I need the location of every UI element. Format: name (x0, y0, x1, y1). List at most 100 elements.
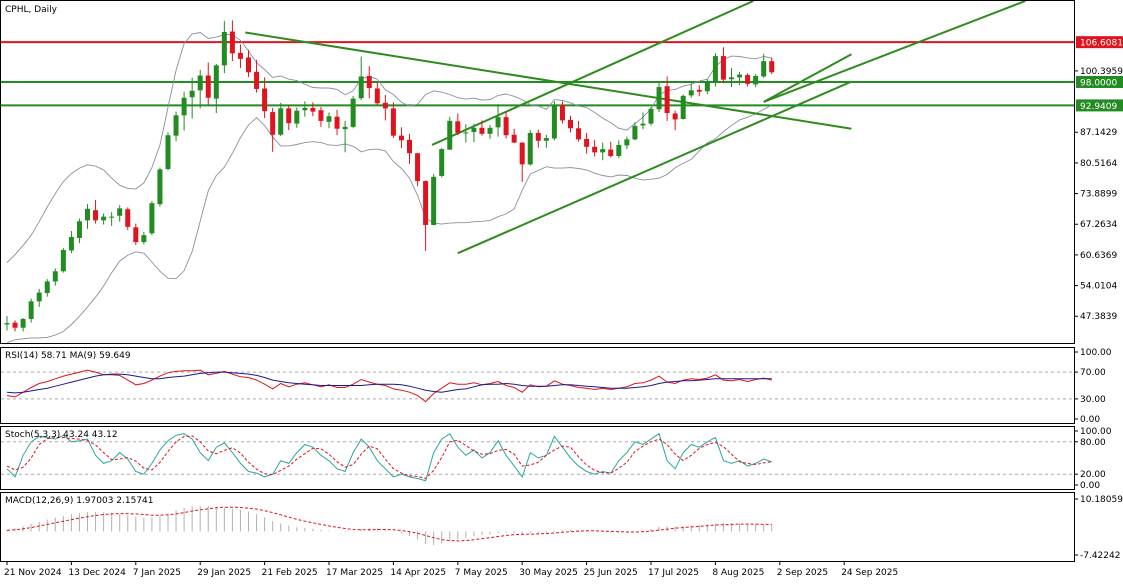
candle-body (28, 301, 34, 319)
candle-body (36, 292, 42, 302)
trendline (763, 53, 852, 103)
candle-body (318, 110, 324, 121)
candle-body (527, 132, 533, 165)
candle-body (769, 61, 775, 73)
candle-body (600, 149, 606, 153)
price-tick-label: 100.3959 (1080, 67, 1123, 77)
candle-body (431, 176, 437, 225)
macd-signal-line (6, 506, 772, 542)
candle-body (592, 146, 598, 153)
candle-body (632, 125, 638, 140)
candle-body (479, 127, 485, 134)
trendline (245, 31, 852, 130)
macd-tick-label: -7.42242 (1080, 551, 1120, 561)
candle-body (213, 65, 219, 99)
candle-body (535, 132, 541, 141)
macd-pane-frame (0, 492, 1075, 562)
time-tick-label: 17 Jul 2025 (648, 568, 699, 578)
candle-body (487, 127, 493, 134)
stoch-tick-label: 80.00 (1080, 438, 1106, 448)
rsi-indicator: 100.00 70.00 30.00 0.00 (1, 348, 1112, 425)
candle-body (720, 56, 726, 80)
trendline (457, 80, 852, 255)
candle-body (648, 108, 654, 124)
candle-body (286, 108, 292, 124)
candle-body (543, 137, 549, 141)
candle-body (398, 135, 404, 141)
time-tick-label: 7 May 2025 (455, 568, 508, 578)
macd-label: MACD(12,26,9) 1.97003 2.15741 (5, 496, 154, 506)
time-tick-label: 24 Sep 2025 (841, 568, 898, 578)
candle-body (278, 108, 284, 135)
stoch-tick-label: 20.00 (1080, 470, 1106, 480)
candle-body (495, 117, 501, 128)
price-tick-label: 87.1429 (1080, 128, 1117, 138)
candle-body (270, 112, 276, 135)
candle-body (688, 90, 694, 96)
time-tick-label: 7 Jan 2025 (133, 568, 181, 578)
candle-body (44, 281, 50, 294)
candle-body (624, 139, 630, 146)
candle-body (423, 181, 429, 225)
candle-body (85, 208, 90, 221)
candle-body (447, 120, 453, 150)
candle-body (52, 271, 58, 282)
candle-body (680, 95, 686, 120)
candle-body (157, 169, 163, 205)
time-axis: 21 Nov 2024 13 Dec 2024 7 Jan 2025 29 Jan 2… (4, 561, 898, 578)
time-tick-label: 2 Sep 2025 (777, 568, 828, 578)
level-badge-label: 106.6081 (1080, 39, 1123, 49)
price-tick-label: 67.2634 (1080, 220, 1117, 230)
candle-body (310, 107, 316, 112)
candle-body (117, 208, 123, 216)
stoch-tick-label: 100.00 (1080, 427, 1112, 437)
lower-band-line (6, 104, 773, 343)
candle-body (205, 75, 211, 98)
candle-body (608, 149, 614, 157)
rsi-ma-line (6, 371, 772, 394)
candle-body (503, 117, 509, 136)
candle-body (4, 323, 10, 325)
trendlines (245, 1, 1026, 255)
candle-body (704, 81, 710, 92)
candle-body (415, 153, 421, 182)
candle-body (696, 89, 702, 92)
time-tick-label: 8 Aug 2025 (712, 568, 764, 578)
level-badge (1076, 99, 1123, 112)
candle-body (471, 127, 477, 132)
candle-body (761, 61, 767, 77)
candle-body (656, 87, 662, 110)
level-badge-label: 92.9409 (1080, 102, 1117, 112)
candle-body (141, 235, 147, 243)
time-tick-label: 21 Nov 2024 (4, 568, 62, 578)
time-tick-label: 25 Jun 2025 (584, 568, 638, 578)
level-badge (1076, 36, 1123, 49)
rsi-label: RSI(14) 58.71 MA(9) 59.649 (5, 351, 131, 361)
candle-body (745, 75, 751, 84)
candle-body (76, 221, 82, 238)
candle-body (109, 216, 115, 218)
candle-body (12, 322, 18, 328)
trendline (763, 1, 1026, 103)
candle-body (101, 216, 107, 221)
candle-body (221, 32, 227, 66)
candle-body (366, 75, 372, 89)
candle-body (149, 203, 155, 234)
rsi-pane-frame (0, 347, 1075, 424)
candle-body (455, 121, 461, 133)
candle-body (616, 144, 622, 157)
level-badge (1076, 75, 1123, 88)
bollinger-bands (6, 32, 773, 343)
time-tick-label: 21 Feb 2025 (262, 568, 318, 578)
candle-body (20, 318, 26, 328)
candle-body (165, 135, 171, 169)
time-tick-label: 13 Dec 2024 (68, 568, 126, 578)
price-tick-label: 60.6369 (1080, 251, 1117, 261)
candle-body (262, 88, 268, 112)
candle-body (672, 113, 678, 120)
candlesticks (4, 20, 775, 332)
candle-body (551, 105, 557, 139)
rsi-tick-label: 30.00 (1080, 395, 1106, 405)
